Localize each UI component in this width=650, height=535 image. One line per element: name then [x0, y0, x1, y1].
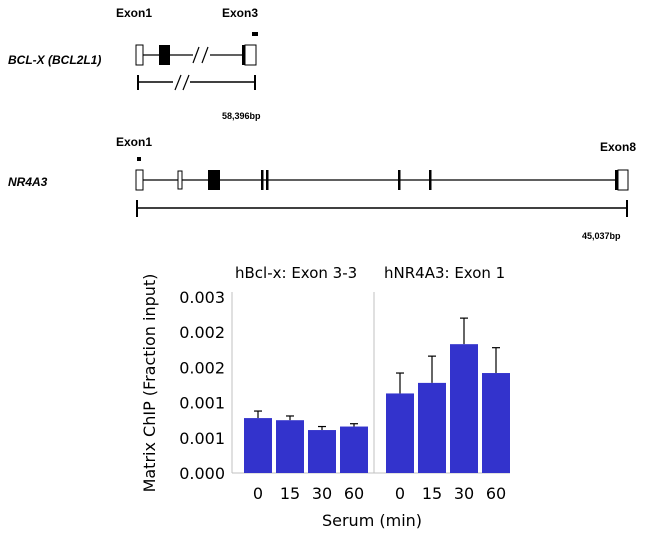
nr4a3-exon1-label: Exon1	[116, 135, 152, 149]
y-tick-label: 0.003	[179, 288, 225, 307]
bclx-scale-break	[174, 74, 182, 91]
nr4a3-exon8-label: Exon8	[600, 140, 636, 154]
x-tick-label: 15	[422, 484, 442, 503]
bar	[386, 393, 414, 473]
panel-title-nr4a3: hNR4A3: Exon 1	[384, 264, 505, 282]
nr4a3-exon-box	[135, 169, 144, 191]
nr4a3-exon-box	[398, 170, 401, 190]
bar	[308, 430, 336, 473]
bar	[418, 382, 446, 473]
x-axis-label: Serum (min)	[322, 511, 422, 530]
bar	[276, 420, 304, 473]
y-tick-label: 0.002	[179, 358, 225, 377]
bclx-exon-box	[135, 44, 144, 66]
x-tick-label: 60	[486, 484, 506, 503]
nr4a3-primer-marker	[137, 157, 141, 161]
bclx-break-mark	[201, 46, 209, 64]
nr4a3-exon-box	[617, 169, 629, 191]
x-tick-labels: 0 15 30 60 0 15 30 60	[253, 484, 506, 503]
panel-title-bclx: hBcl-x: Exon 3-3	[235, 264, 357, 282]
bclx-exon-box	[242, 45, 245, 65]
nr4a3-exon-box	[266, 170, 269, 190]
bar	[450, 344, 478, 473]
x-tick-label: 30	[454, 484, 474, 503]
y-axis-label: Matrix ChIP (Fraction input)	[140, 274, 159, 493]
x-tick-label: 0	[253, 484, 263, 503]
bclx-primer-marker	[252, 32, 258, 36]
nr4a3-exon-box	[208, 170, 220, 190]
bclx-exon1-label: Exon1	[116, 6, 152, 20]
nr4a3-exon-box	[615, 170, 618, 190]
nr4a3-length-label: 45,037bp	[582, 231, 621, 241]
bclx-exon3-label: Exon3	[222, 6, 258, 20]
bclx-scale-break	[182, 74, 190, 91]
nr4a3-exon-box	[261, 170, 264, 190]
nr4a3-exon-box	[429, 170, 432, 190]
bclx-gene-name: BCL-X (BCL2L1)	[8, 53, 101, 67]
y-tick-labels: 0.000 0.001 0.001 0.002 0.002 0.003	[179, 288, 225, 483]
nr4a3-exon-box	[177, 170, 183, 190]
y-tick-label: 0.001	[179, 429, 225, 448]
chip-bar-chart: hBcl-x: Exon 3-3 hNR4A3: Exon 1 Matrix C…	[140, 264, 510, 530]
x-tick-label: 30	[312, 484, 332, 503]
bar	[340, 426, 368, 473]
y-tick-label: 0.000	[179, 464, 225, 483]
bar	[482, 373, 510, 473]
bclx-gene-map: Exon1 Exon3 BCL-X (BCL2L1) 58,396bp	[8, 6, 261, 121]
bar	[244, 418, 272, 473]
y-tick-label: 0.002	[179, 323, 225, 342]
bclx-exon-box	[244, 44, 257, 66]
x-tick-label: 15	[280, 484, 300, 503]
y-tick-label: 0.001	[179, 394, 225, 413]
nr4a3-gene-name: NR4A3	[8, 175, 48, 189]
bclx-break-mark	[192, 46, 200, 64]
bclx-exon-box	[159, 45, 170, 65]
bar-marks	[244, 317, 510, 473]
x-tick-label: 60	[344, 484, 364, 503]
x-tick-label: 0	[395, 484, 405, 503]
nr4a3-gene-map: Exon1 Exon8 NR4A3 45,037bp	[8, 135, 636, 241]
bclx-length-label: 58,396bp	[222, 111, 261, 121]
